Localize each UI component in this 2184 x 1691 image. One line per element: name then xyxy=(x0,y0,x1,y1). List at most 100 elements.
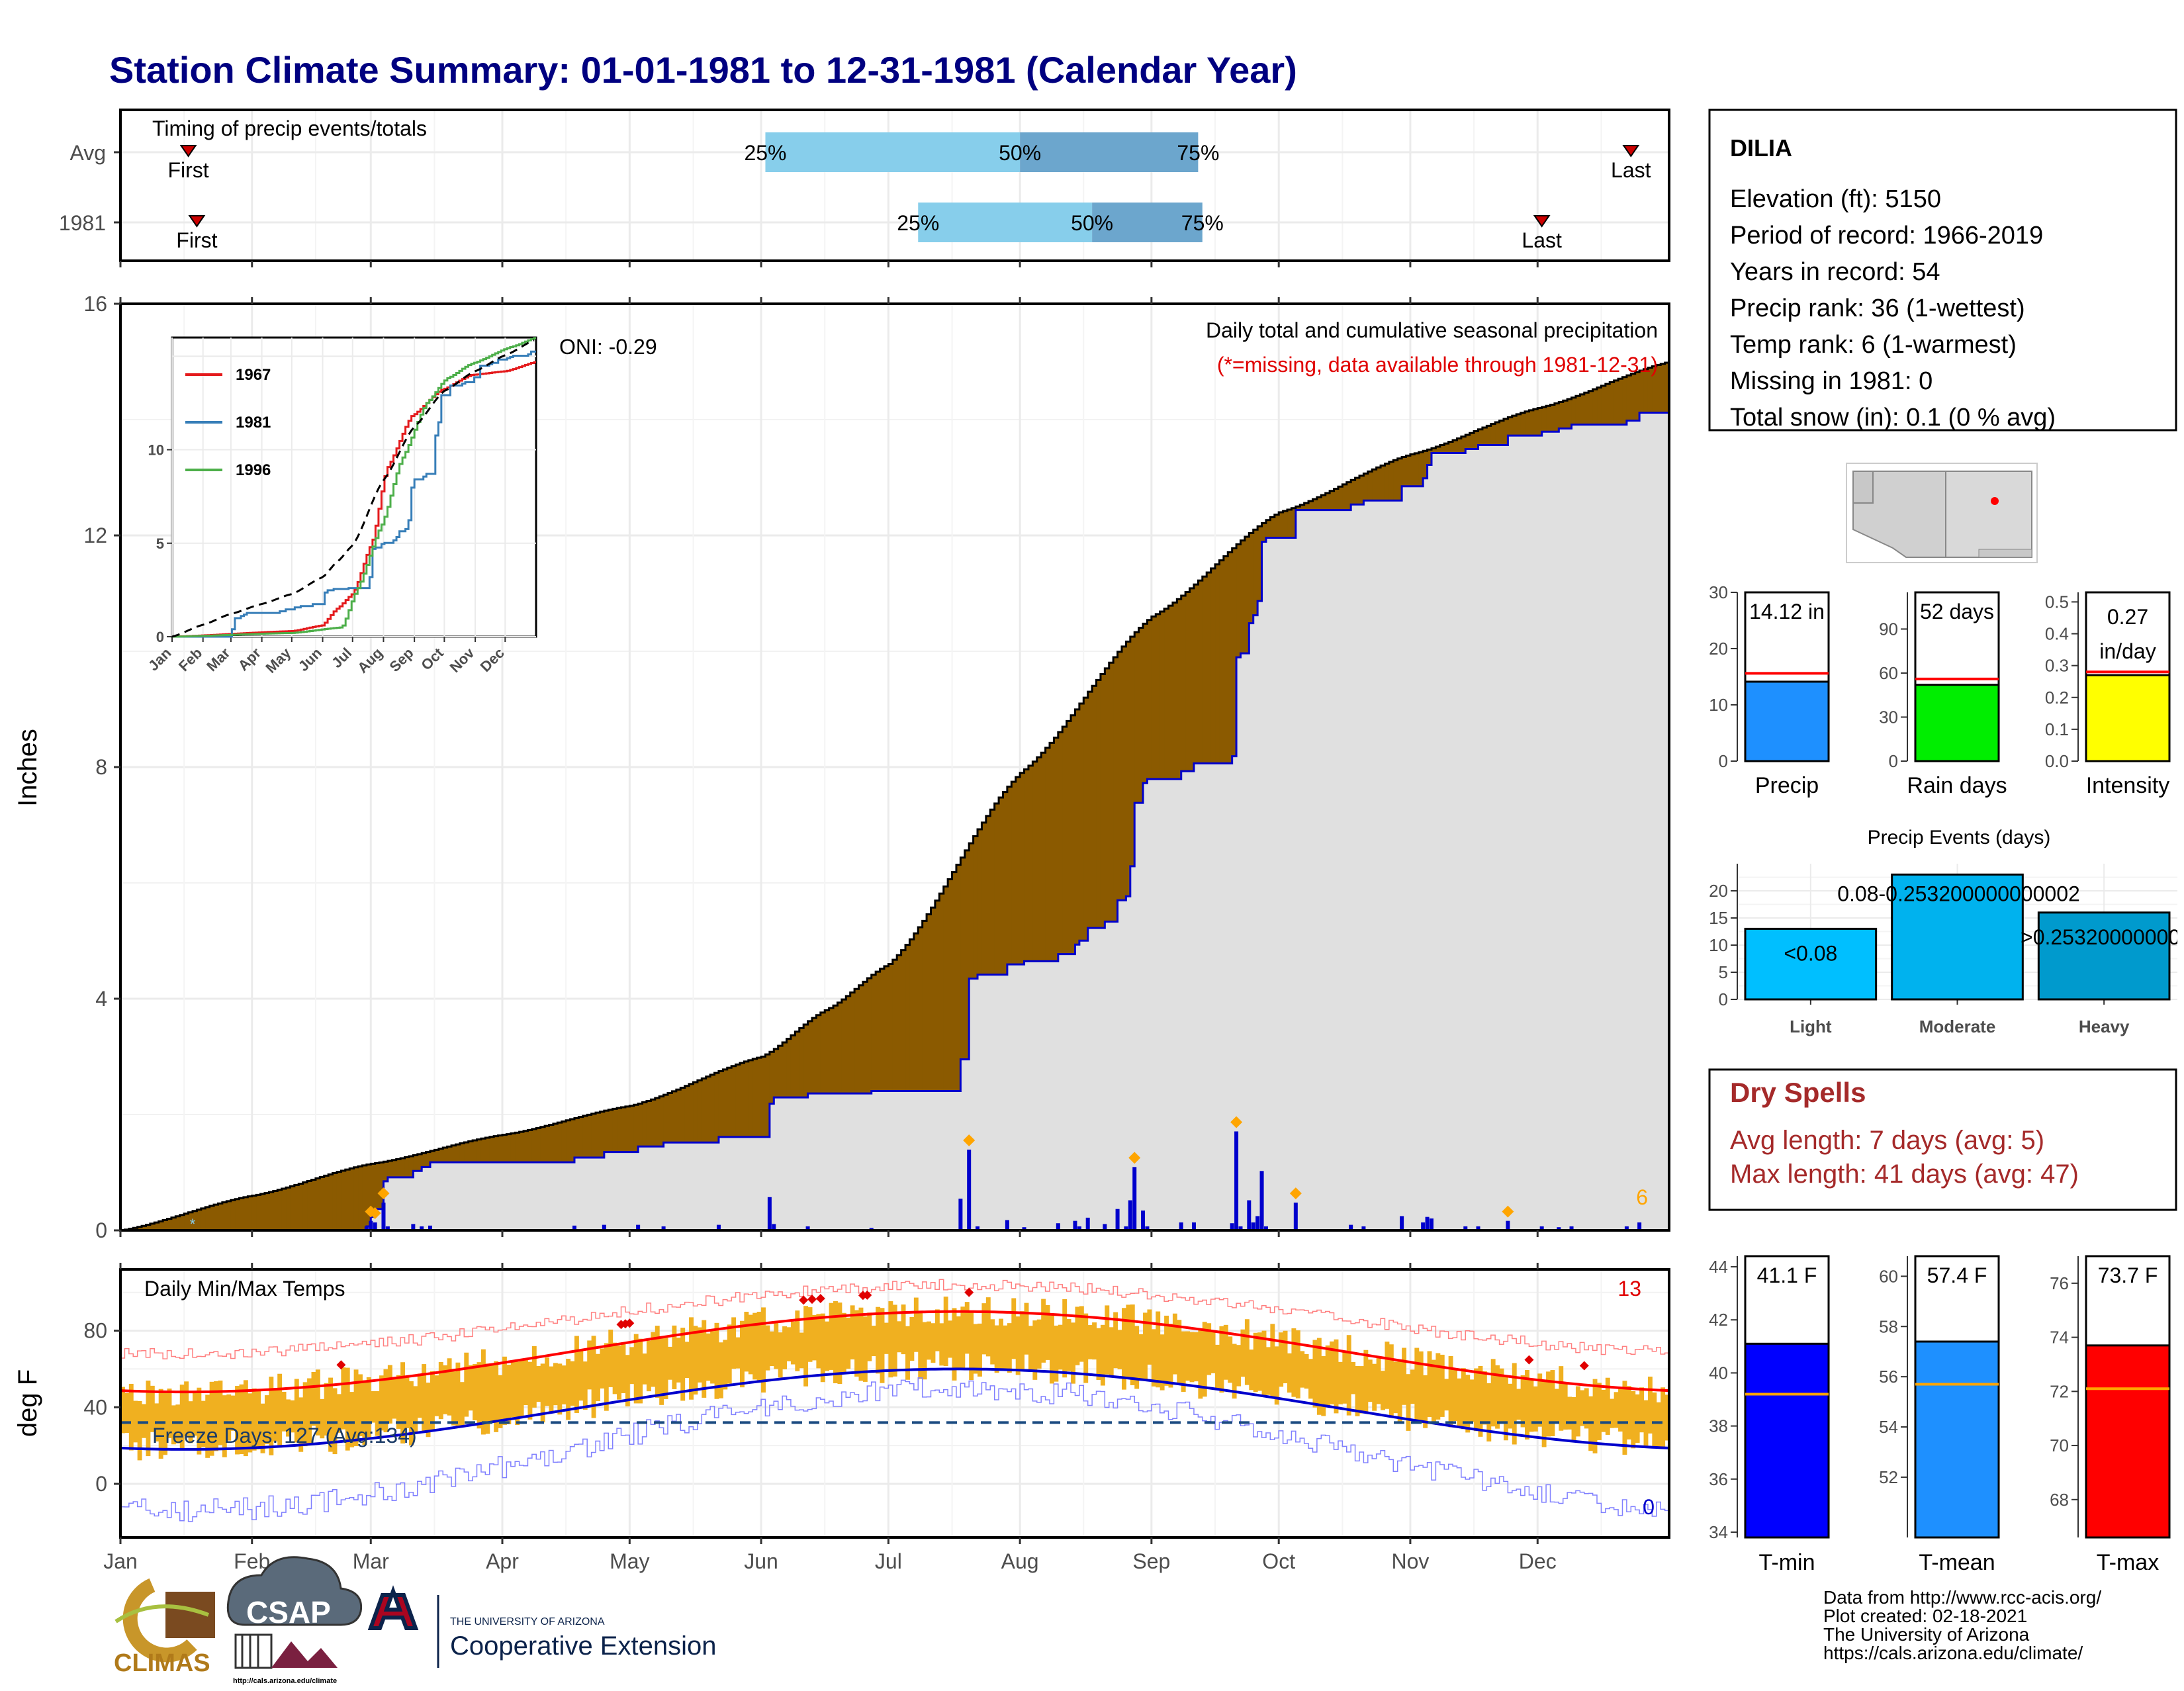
info-line-elevation: Elevation (ft): 5150 xyxy=(1730,185,1941,213)
oni-label: ONI: -0.29 xyxy=(559,335,657,359)
events-ytick-label: 5 xyxy=(1719,962,1728,982)
temp-stat-ytick-label: 58 xyxy=(1879,1316,1898,1336)
stat-ytick-label: 0.0 xyxy=(2045,751,2069,771)
daily-precip-bar xyxy=(1128,1200,1132,1230)
heavy-event-marker xyxy=(1128,1152,1141,1164)
daily-precip-bar xyxy=(1429,1218,1433,1230)
info-line-missing: Missing in 1981: 0 xyxy=(1730,367,1933,395)
stat-bar-value xyxy=(1744,680,1830,762)
timing-label: Timing of precip events/totals xyxy=(152,116,427,140)
events-bar-label-heavy: >0.253200000000002 xyxy=(2021,925,2184,949)
daily-precip-bar xyxy=(1085,1217,1090,1230)
record-high-marker xyxy=(625,1318,635,1328)
page-title: Station Climate Summary: 01-01-1981 to 1… xyxy=(109,49,1297,91)
last-event-label: Last xyxy=(1611,158,1651,182)
temp-stat-ytick-label: 54 xyxy=(1879,1417,1898,1437)
events-bar-label-moderate: 0.08-0.253200000000002 xyxy=(1837,882,2080,905)
events-bar xyxy=(1891,873,2024,1001)
temp-ytick-label: 0 xyxy=(95,1472,107,1496)
daily-precip-bar xyxy=(1349,1224,1353,1230)
timing-bar-q50-75 xyxy=(1092,203,1203,242)
month-tick-label: Dec xyxy=(1519,1549,1557,1573)
stat-ytick-label: 60 xyxy=(1879,663,1898,683)
events-bar xyxy=(1744,927,1878,1001)
inset-legend-label: 1967 xyxy=(236,366,271,384)
record-high-marker xyxy=(815,1293,825,1303)
temp-ytick-label: 40 xyxy=(83,1395,107,1419)
heavy-event-marker xyxy=(1289,1187,1302,1200)
station-info-box: DILIA Elevation (ft): 5150 Period of rec… xyxy=(1708,109,2177,432)
temp-panel: 0 40 80 Jan Feb Mar Apr May Jun Jul Aug Sep Oct Nov D… xyxy=(13,1230,1670,1573)
temp-stat-charts: 34 36 38 40 42 44 41.1 F T-min 52 54 56 58 60 57.4 F T… xyxy=(1709,1255,2171,1575)
events-ytick-label: 0 xyxy=(1719,989,1728,1009)
csap-logo-text: CSAP xyxy=(246,1595,331,1629)
temp-stat-ytick-label: 60 xyxy=(1879,1266,1898,1286)
info-line-precip-rank: Precip rank: 36 (1-wettest) xyxy=(1730,295,2025,322)
daily-precip-bar xyxy=(1005,1220,1009,1230)
daily-precip-bar xyxy=(967,1150,972,1230)
precip-ytick-label: 16 xyxy=(83,292,107,316)
daily-precip-bar xyxy=(1247,1200,1251,1230)
daily-precip-bar xyxy=(976,1226,980,1230)
temp-stat-ytick-label: 42 xyxy=(1709,1310,1728,1330)
timing-bar-q50-75 xyxy=(1020,132,1199,172)
precip-panel-note: (*=missing, data available through 1981-… xyxy=(1217,353,1658,377)
month-tick-label: Nov xyxy=(1391,1549,1429,1573)
temp-stat-ytick-label: 38 xyxy=(1709,1416,1728,1436)
inset-legend-label: 1996 xyxy=(236,461,271,479)
first-event-marker xyxy=(188,215,206,228)
csap-logo: CSAP http://cals.arizona.edu/climate xyxy=(226,1556,363,1685)
daily-precip-bar xyxy=(1637,1222,1642,1230)
footer-line-data: Data from http://www.rcc-acis.org/ xyxy=(1823,1587,2101,1608)
stat-ytick-label: 0.3 xyxy=(2045,656,2069,676)
month-tick-label: May xyxy=(610,1549,649,1573)
climas-logo-text: CLIMAS xyxy=(114,1649,210,1677)
ua-logo: THE UNIVERSITY OF ARIZONA Cooperative Ex… xyxy=(367,1585,716,1668)
csap-logo-url: http://cals.arizona.edu/climate xyxy=(233,1677,337,1685)
footer-line-created: Plot created: 02-18-2021 xyxy=(1823,1606,2027,1626)
stat-ytick-label: 30 xyxy=(1879,707,1898,727)
heavy-event-marker xyxy=(1230,1116,1243,1128)
inset-ytick-label: 5 xyxy=(156,535,164,552)
temp-stat-ytick-label: 68 xyxy=(2050,1490,2069,1510)
dry-spells-box: Dry Spells Avg length: 7 days (avg: 5) M… xyxy=(1708,1068,2177,1211)
daily-precip-bar xyxy=(1022,1227,1026,1230)
daily-precip-bar xyxy=(772,1224,776,1230)
daily-precip-bar xyxy=(958,1199,963,1230)
daily-precip-bar xyxy=(1259,1171,1264,1230)
temp-stat-bar xyxy=(1914,1340,2000,1539)
record-min-line xyxy=(120,1377,1670,1522)
stat-bar-category-label: Precip xyxy=(1755,773,1819,798)
ua-small-text: THE UNIVERSITY OF ARIZONA xyxy=(450,1616,605,1627)
station-location-marker xyxy=(1991,497,1999,505)
info-line-years: Years in record: 54 xyxy=(1730,258,1940,286)
normal-max-line xyxy=(120,1310,1670,1394)
temp-stat-bar xyxy=(2085,1344,2171,1539)
daily-precip-bar xyxy=(1400,1216,1404,1230)
cumulative-actual-fill xyxy=(120,412,1669,1230)
precip-ytick-label: 0 xyxy=(95,1218,107,1242)
events-bar-label-light: <0.08 xyxy=(1784,941,1837,965)
footer-credits: Data from http://www.rcc-acis.org/ Plot … xyxy=(1823,1587,2101,1663)
timing-row-year: 1981 xyxy=(59,211,106,235)
stat-ytick-label: 0 xyxy=(1719,751,1728,771)
events-category-label: Light xyxy=(1790,1017,1832,1036)
climas-logo: CLIMAS xyxy=(114,1578,215,1677)
heavy-event-marker xyxy=(377,1187,390,1200)
daily-precip-bar xyxy=(1624,1226,1629,1230)
month-tick-label: Apr xyxy=(486,1549,519,1573)
daily-precip-bar xyxy=(1124,1226,1128,1230)
daily-precip-bar xyxy=(1115,1209,1120,1230)
inset-legend-label: 1981 xyxy=(236,414,271,432)
daily-precip-bar xyxy=(1476,1226,1480,1230)
temp-stat-category-label: T-min xyxy=(1759,1550,1815,1575)
daily-precip-bar xyxy=(364,1226,369,1230)
year-cumulative-line xyxy=(120,412,1669,1232)
record-high-marker xyxy=(1524,1355,1534,1365)
temp-stat-ytick-label: 52 xyxy=(1879,1467,1898,1487)
stat-bar-value xyxy=(2085,674,2171,762)
record-high-marker xyxy=(336,1360,346,1370)
temp-stat-ytick-label: 44 xyxy=(1709,1257,1728,1277)
